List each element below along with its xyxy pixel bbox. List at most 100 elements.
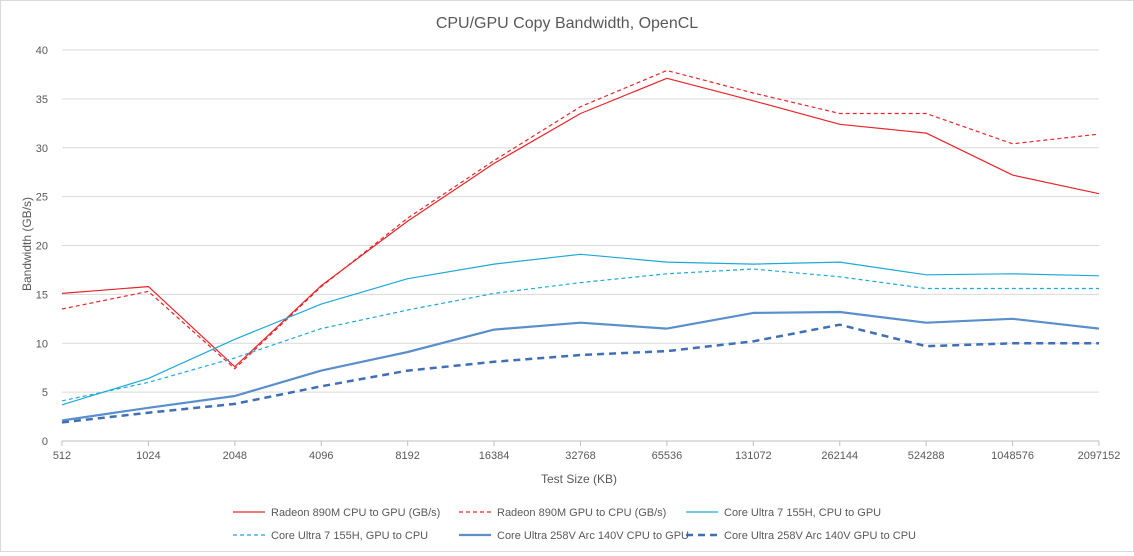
data-point: [148, 378, 150, 380]
data-point: [839, 276, 841, 278]
data-point: [234, 395, 236, 397]
data-point: [925, 288, 927, 290]
legend-label: Radeon 890M GPU to CPU (GB/s): [497, 507, 666, 519]
legend-label: Radeon 890M CPU to GPU (GB/s): [271, 507, 440, 519]
axis-labels: 0 5 10 15 20 25 30 35 40 512 1024 2048 4096 8192 16384…: [36, 45, 1121, 462]
y-tick-label: 25: [36, 192, 48, 204]
data-point: [925, 322, 927, 324]
series-1-points: [61, 78, 1100, 368]
data-point: [580, 354, 582, 356]
data-point: [234, 403, 236, 405]
data-point: [839, 113, 841, 115]
data-point: [753, 340, 755, 342]
data-point: [1098, 275, 1100, 277]
y-tick-label: 10: [36, 338, 48, 350]
chart-title: CPU/GPU Copy Bandwidth, OpenCL: [436, 15, 698, 32]
data-point: [1012, 288, 1014, 290]
series-line-4: [61, 268, 1099, 402]
x-tick-label: 8192: [395, 450, 419, 462]
data-point: [1012, 174, 1014, 176]
data-point: [61, 422, 63, 424]
series-line-6: [61, 323, 1099, 424]
data-point: [320, 370, 322, 372]
y-tick-label: 5: [42, 387, 48, 399]
y-tick-label: 40: [36, 45, 48, 57]
data-point: [925, 345, 927, 347]
x-tick-label: 16384: [479, 450, 510, 462]
data-point: [925, 132, 927, 134]
data-point: [753, 268, 755, 270]
y-tick-label: 0: [42, 436, 48, 448]
legend-label: Core Ultra 258V Arc 140V CPU to GPU: [497, 530, 689, 542]
data-point: [61, 293, 63, 295]
axes: [61, 440, 1100, 446]
data-point: [493, 361, 495, 363]
data-point: [753, 263, 755, 265]
legend-item-3: Core Ultra 7 155H, CPU to GPU: [686, 507, 881, 519]
data-point: [407, 220, 409, 222]
data-point: [580, 322, 582, 324]
y-tick-label: 35: [36, 94, 48, 106]
y-tick-label: 30: [36, 143, 48, 155]
data-point: [1098, 342, 1100, 344]
legend-item-5: Core Ultra 258V Arc 140V CPU to GPU: [459, 530, 689, 542]
legend-label: Core Ultra 258V Arc 140V GPU to CPU: [724, 530, 916, 542]
data-point: [1098, 133, 1100, 135]
data-point: [407, 309, 409, 311]
data-point: [753, 312, 755, 314]
data-point: [493, 293, 495, 295]
data-point: [320, 286, 322, 288]
x-tick-label: 524288: [908, 450, 945, 462]
legend-item-2: Radeon 890M GPU to CPU (GB/s): [459, 507, 666, 519]
series-lines: [61, 69, 1100, 424]
data-point: [580, 282, 582, 284]
legend-label: Core Ultra 7 155H, GPU to CPU: [271, 530, 428, 542]
x-tick-label: 512: [53, 450, 71, 462]
gridlines: [62, 49, 1099, 393]
data-point: [234, 368, 236, 370]
data-point: [1098, 328, 1100, 330]
data-point: [320, 303, 322, 305]
data-point: [580, 113, 582, 115]
y-tick-label: 15: [36, 289, 48, 301]
series-line-5: [61, 310, 1100, 422]
legend: Radeon 890M CPU to GPU (GB/s) Radeon 890M…: [233, 507, 916, 542]
data-point: [407, 278, 409, 280]
data-point: [666, 273, 668, 275]
legend-label: Core Ultra 7 155H, CPU to GPU: [724, 507, 881, 519]
data-point: [493, 263, 495, 265]
y-tick-label: 20: [36, 241, 48, 253]
data-point: [580, 106, 582, 108]
x-tick-label: 2048: [223, 450, 247, 462]
x-tick-label: 262144: [821, 450, 858, 462]
data-point: [753, 100, 755, 102]
data-point: [839, 123, 841, 125]
data-point: [1098, 288, 1100, 290]
data-point: [234, 357, 236, 359]
data-point: [753, 92, 755, 94]
data-point: [1012, 143, 1014, 145]
x-axis-title: Test Size (KB): [541, 472, 617, 486]
data-point: [580, 253, 582, 255]
data-point: [493, 160, 495, 162]
series-line-2: [61, 69, 1100, 370]
x-tick-label: 131072: [735, 450, 772, 462]
data-point: [148, 291, 150, 293]
data-point: [148, 382, 150, 384]
data-point: [1012, 342, 1014, 344]
data-point: [234, 339, 236, 341]
data-point: [407, 217, 409, 219]
series-line-1: [61, 77, 1100, 368]
data-point: [61, 308, 63, 310]
data-point: [148, 407, 150, 409]
y-axis-title: Bandwidth (GB/s): [20, 197, 34, 291]
x-tick-label: 1048576: [991, 450, 1034, 462]
x-tick-label: 4096: [309, 450, 333, 462]
data-point: [666, 78, 668, 80]
series-5-points: [61, 311, 1100, 421]
data-point: [61, 404, 63, 406]
data-point: [320, 328, 322, 330]
data-point: [839, 261, 841, 263]
